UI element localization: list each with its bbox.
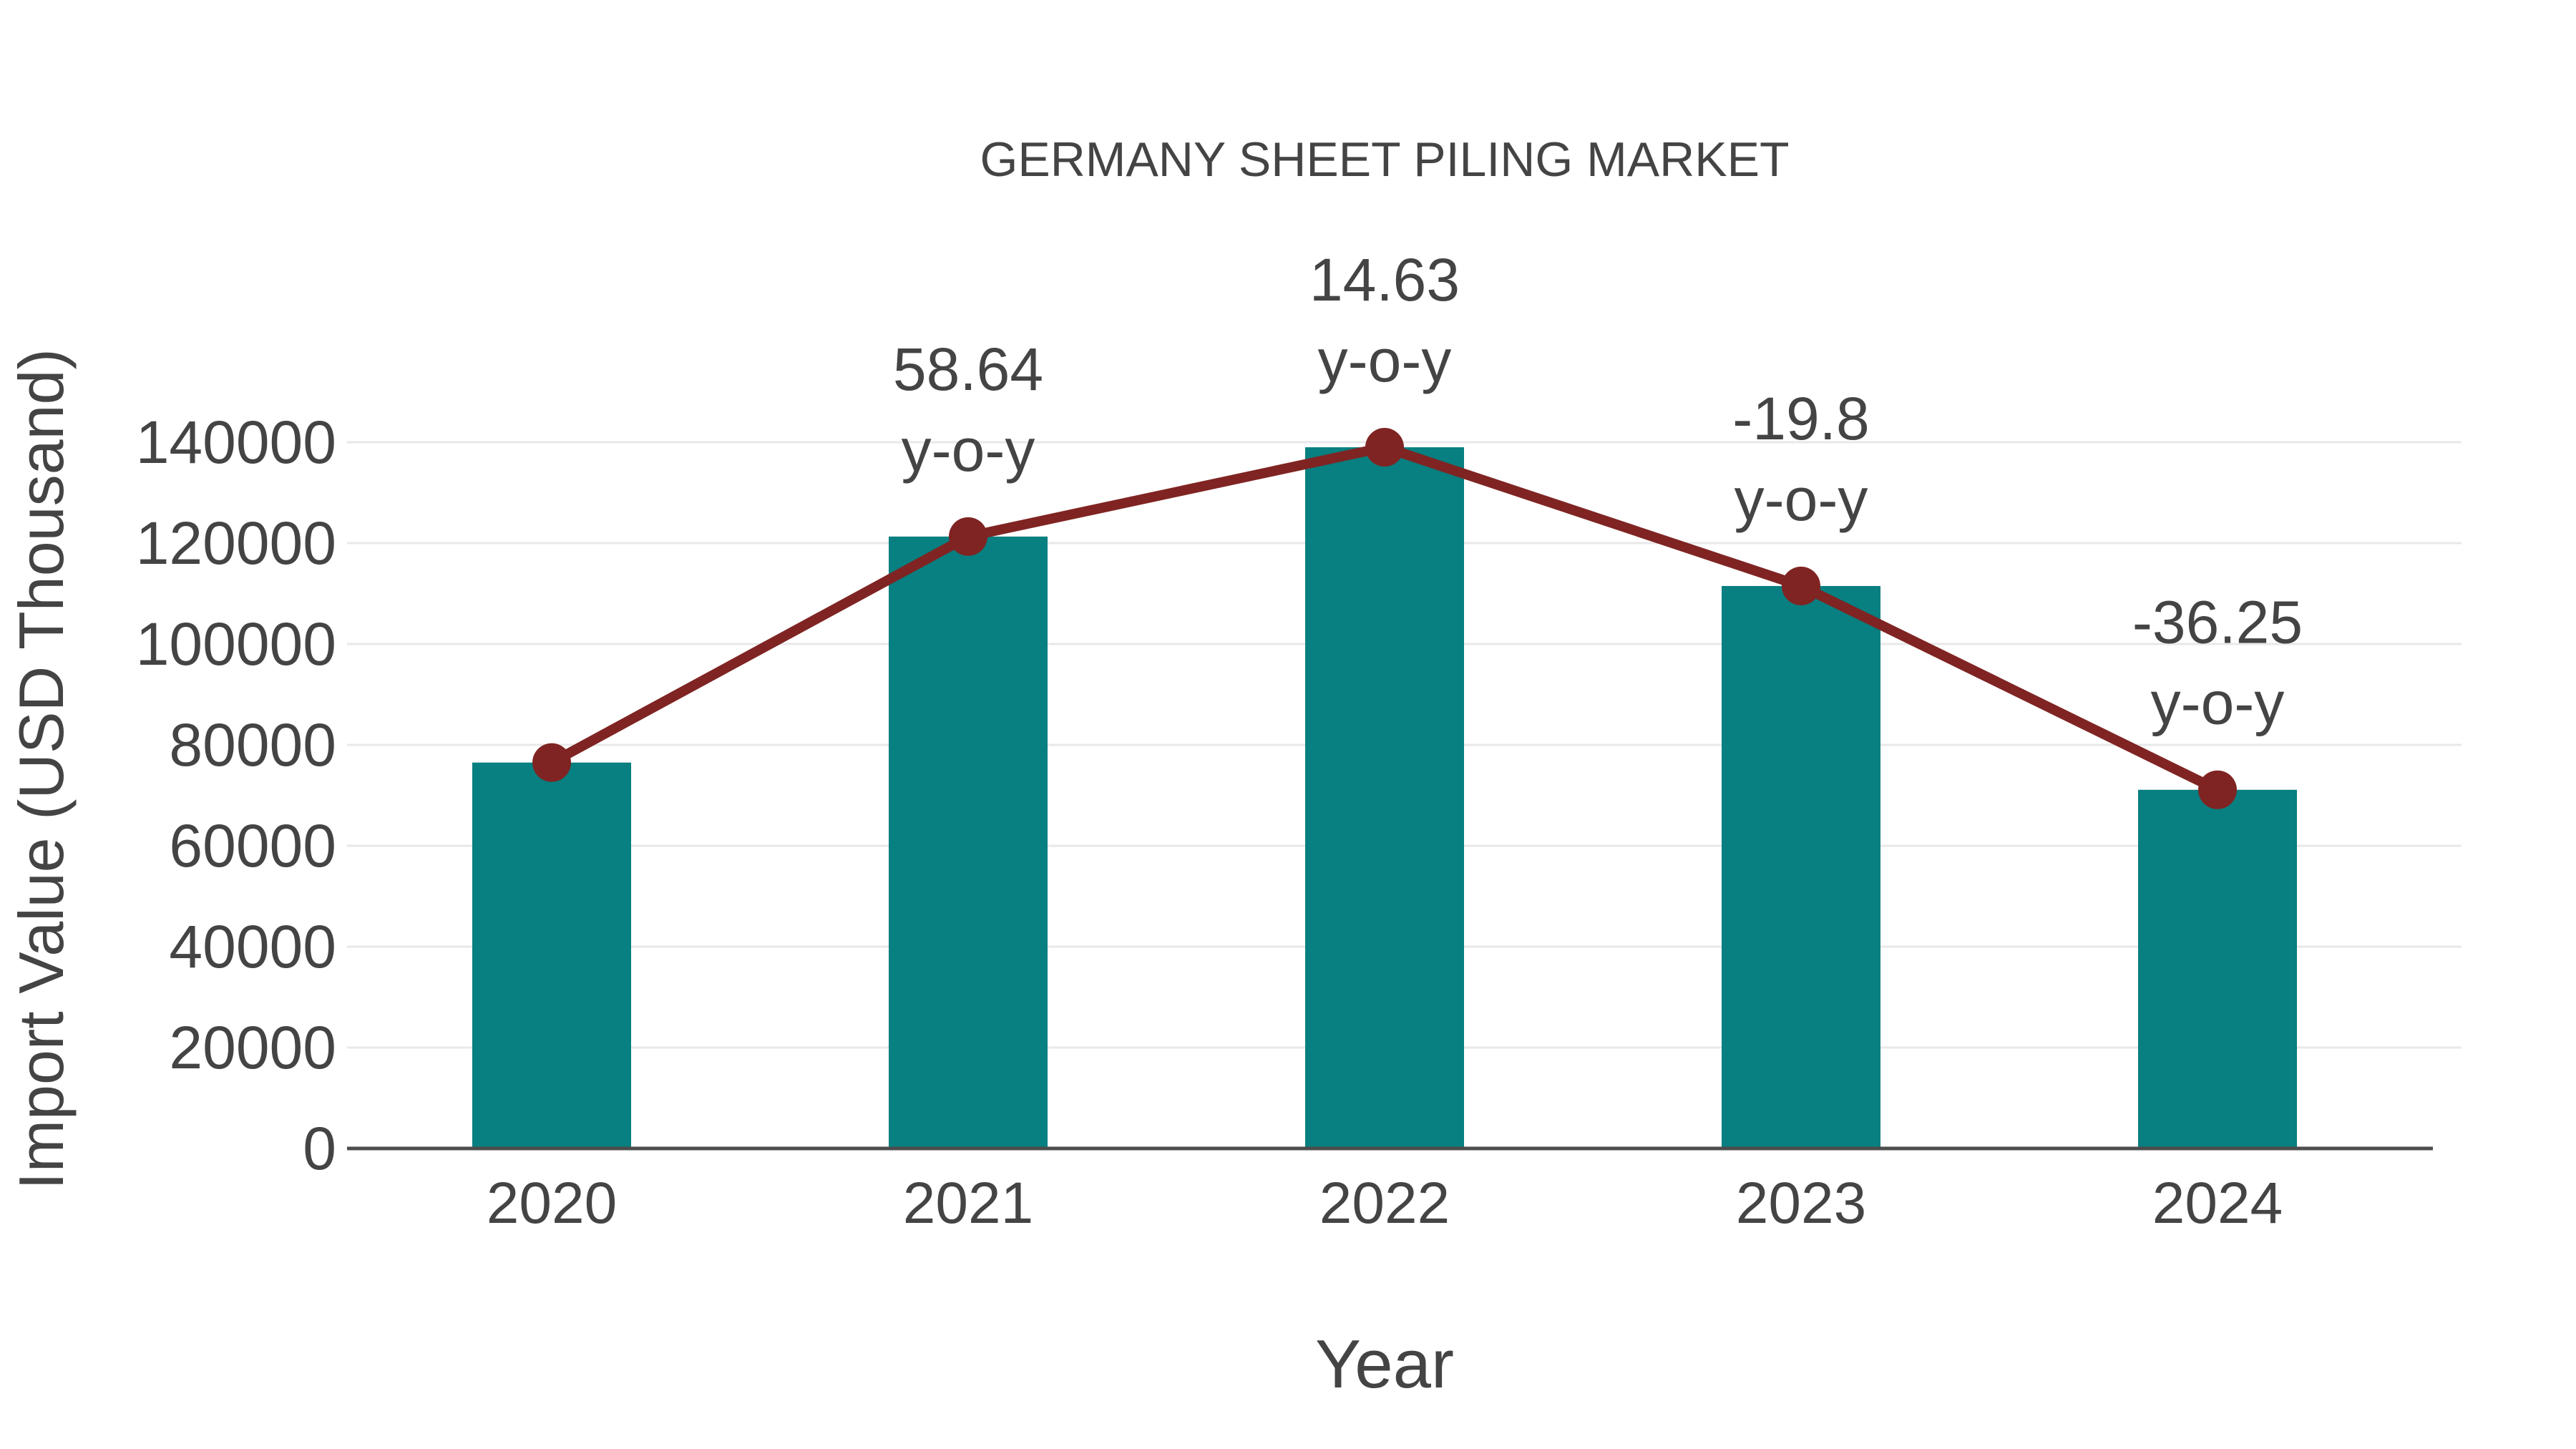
annotation-suffix-2024: y-o-y [2151, 670, 2285, 737]
annotation-suffix-2021: y-o-y [902, 416, 1035, 484]
trend-marker-2024 [2198, 770, 2237, 809]
x-axis-tick-label: 2024 [2152, 1171, 2283, 1236]
y-axis-tick-label: 140000 [136, 409, 336, 476]
annotation-suffix-2023: y-o-y [1735, 466, 1868, 533]
bar-2021 [889, 536, 1048, 1148]
trend-series [532, 428, 2237, 809]
x-axis-tick-label: 2021 [903, 1171, 1033, 1236]
chart-title: GERMANY SHEET PILING MARKET [980, 132, 1789, 187]
bar-2023 [1722, 585, 1880, 1148]
trend-marker-2021 [949, 517, 987, 556]
trend-marker-2022 [1365, 428, 1404, 467]
y-axis-tick-label: 20000 [169, 1014, 336, 1081]
x-axis-tick-label: 2022 [1319, 1171, 1450, 1236]
x-axis-tick-label: 2023 [1736, 1171, 1866, 1236]
x-axis-title: Year [1315, 1326, 1454, 1402]
bar-series [472, 447, 2297, 1148]
annotation-value-2024: -36.25 [2132, 589, 2303, 656]
y-axis-tick-label: 0 [303, 1115, 336, 1182]
x-axis-tick-labels: 2020 2021 2022 2023 2024 [487, 1171, 2283, 1236]
annotation-value-2023: -19.8 [1732, 385, 1869, 452]
y-axis-tick-label: 40000 [169, 913, 336, 980]
trend-marker-2023 [1782, 566, 1820, 605]
y-axis-tick-label: 60000 [169, 812, 336, 879]
annotation-value-2022: 14.63 [1309, 246, 1460, 313]
y-axis-tick-labels: 0 20000 40000 60000 80000 100000 120000 140000 [136, 409, 336, 1182]
bar-2022 [1305, 447, 1464, 1148]
y-axis-title: Import Value (USD Thousand) [6, 348, 77, 1190]
bar-2020 [472, 762, 631, 1148]
y-axis-tick-label: 100000 [136, 610, 336, 678]
annotation-suffix-2022: y-o-y [1318, 327, 1452, 394]
annotation-value-2021: 58.64 [893, 336, 1043, 403]
bar-2024 [2138, 789, 2297, 1148]
y-axis-tick-label: 80000 [169, 711, 336, 779]
x-axis-tick-label: 2020 [487, 1171, 617, 1236]
y-axis-tick-label: 120000 [136, 509, 336, 577]
trend-marker-2020 [532, 743, 571, 782]
yoy-annotations: 58.64 y-o-y 14.63 y-o-y -19.8 y-o-y -36.25 y-o-… [893, 246, 2303, 737]
